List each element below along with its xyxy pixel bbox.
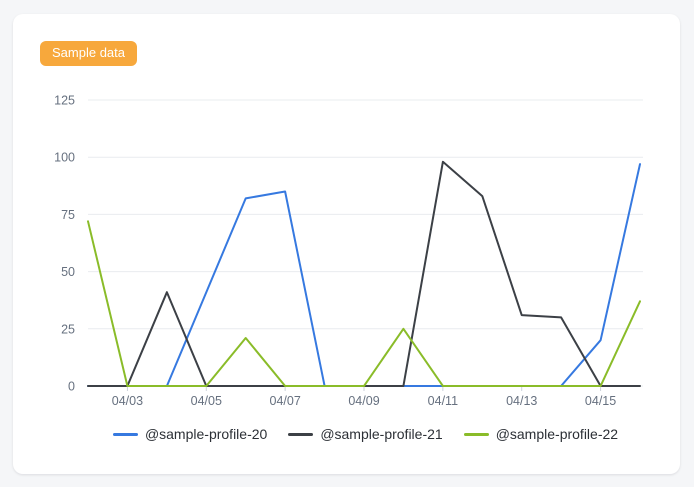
x-axis-tick-label: 04/05 [191, 394, 222, 408]
legend-item-label: @sample-profile-20 [144, 426, 268, 442]
chart-canvas: 0 25 50 75 100 125 04/03 04/05 04/07 04/09 04/11 04… [54, 94, 643, 408]
x-axis-tick-label: 04/13 [506, 394, 537, 408]
legend-item-sample-profile-22[interactable]: @sample-profile-22 [463, 426, 619, 442]
x-axis-tick-label: 04/09 [348, 394, 379, 408]
x-axis-tick-label: 04/07 [270, 394, 301, 408]
sample-data-badge[interactable]: Sample data [40, 41, 137, 66]
legend-item-sample-profile-20[interactable]: @sample-profile-20 [112, 426, 268, 442]
legend-marker-icon [288, 432, 314, 436]
y-axis-tick-label: 125 [54, 94, 75, 108]
series-line-sample-profile-21 [87, 160, 641, 387]
y-axis-tick-label: 0 [68, 380, 75, 394]
legend-marker-icon [112, 432, 138, 436]
legend-item-label: @sample-profile-22 [495, 426, 619, 442]
series-line-sample-profile-20 [87, 163, 641, 387]
line-chart: 0 25 50 75 100 125 04/03 04/05 04/07 04/09 04/11 04… [13, 14, 680, 474]
legend-item-sample-profile-21[interactable]: @sample-profile-21 [288, 426, 443, 442]
chart-legend: @sample-profile-20 @sample-profile-21 @sam… [88, 426, 643, 442]
y-axis-tick-label: 25 [61, 322, 75, 336]
x-axis-tick-label: 04/11 [428, 394, 458, 408]
x-axis-tick-label: 04/15 [585, 394, 616, 408]
y-axis-tick-label: 100 [54, 151, 75, 165]
series-line-sample-profile-22 [87, 220, 641, 387]
legend-item-label: @sample-profile-21 [320, 426, 443, 442]
chart-card: Sample data 0 25 50 75 100 125 04/03 04/05 04/07… [13, 14, 680, 474]
x-axis-tick-label: 04/03 [112, 394, 143, 408]
y-axis-tick-label: 50 [61, 265, 75, 279]
y-axis-tick-label: 75 [61, 208, 75, 222]
legend-marker-icon [463, 432, 489, 436]
